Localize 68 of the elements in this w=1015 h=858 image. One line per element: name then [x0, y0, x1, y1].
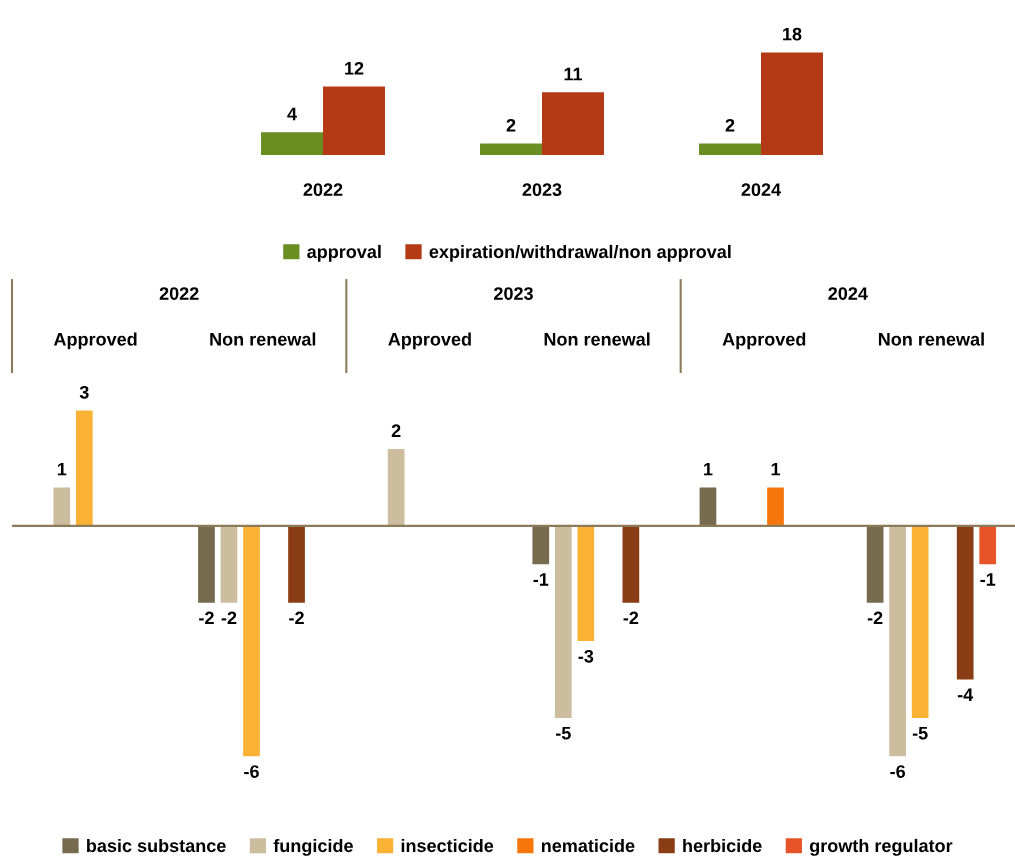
bar [889, 525, 906, 757]
bar [699, 143, 761, 155]
bar [387, 449, 405, 526]
bar [699, 487, 717, 526]
data-label: 2 [391, 424, 401, 437]
legend-label: insecticide [401, 838, 494, 853]
bar [577, 525, 595, 642]
bar [261, 132, 323, 155]
bar [243, 525, 260, 757]
data-label: 12 [345, 61, 364, 75]
legend-label: expiration/withdrawal/non approval [429, 244, 731, 262]
data-label: -1 [533, 573, 549, 586]
legend-label: growth regulator [809, 838, 953, 856]
bar [554, 525, 572, 718]
data-label: -6 [890, 765, 906, 778]
x-tick-label: Non renewal [210, 332, 316, 346]
bar [911, 525, 929, 718]
data-label: -5 [555, 726, 571, 740]
bar [979, 525, 997, 565]
bar [956, 525, 974, 680]
bar [323, 86, 385, 155]
bar [288, 525, 305, 603]
bar [480, 143, 542, 155]
legend-label: nematicide [541, 838, 635, 853]
x-tick-label: 2023 [522, 183, 562, 197]
data-label: -2 [867, 611, 883, 625]
data-label: 2 [725, 118, 735, 132]
bar [866, 525, 884, 603]
data-label: 11 [564, 67, 583, 81]
legend-label: fungicide [273, 838, 353, 856]
data-label: -2 [221, 611, 237, 625]
bar [542, 92, 604, 155]
data-label: -6 [244, 765, 259, 778]
data-label: 2 [506, 118, 516, 132]
legend-label: basic substance [87, 838, 226, 853]
data-label: 18 [783, 27, 802, 41]
bar [532, 525, 550, 565]
x-tick-label: Approved [722, 332, 806, 350]
data-label: -2 [199, 611, 214, 625]
bar [622, 525, 640, 603]
data-label: -3 [578, 649, 594, 663]
text: 2022 [159, 287, 199, 300]
data-label: 4 [287, 107, 297, 121]
legend-label: approval [307, 244, 381, 262]
bar [767, 487, 784, 526]
x-tick-label: 2024 [741, 183, 781, 197]
x-tick-label: Approved [53, 332, 137, 350]
bar [198, 525, 215, 603]
bar [761, 52, 823, 155]
legend-label: herbicide [683, 838, 762, 853]
data-label: -2 [289, 611, 304, 625]
data-label: -2 [623, 611, 639, 625]
data-label: 3 [79, 385, 89, 399]
x-tick-label: 2022 [303, 183, 343, 197]
x-tick-label: Non renewal [878, 332, 984, 346]
x-tick-label: Approved [388, 332, 471, 350]
data-label: 1 [771, 462, 781, 476]
data-label: 1 [57, 462, 67, 476]
text: 2024 [828, 287, 868, 300]
bar [75, 410, 93, 526]
data-label: 1 [704, 462, 713, 476]
bar [220, 525, 238, 603]
bar [53, 487, 71, 526]
x-tick-label: Non renewal [544, 332, 650, 346]
text: 2023 [494, 287, 533, 301]
data-label: -1 [980, 573, 996, 586]
data-label: -4 [957, 688, 974, 701]
data-label: -5 [912, 726, 928, 740]
